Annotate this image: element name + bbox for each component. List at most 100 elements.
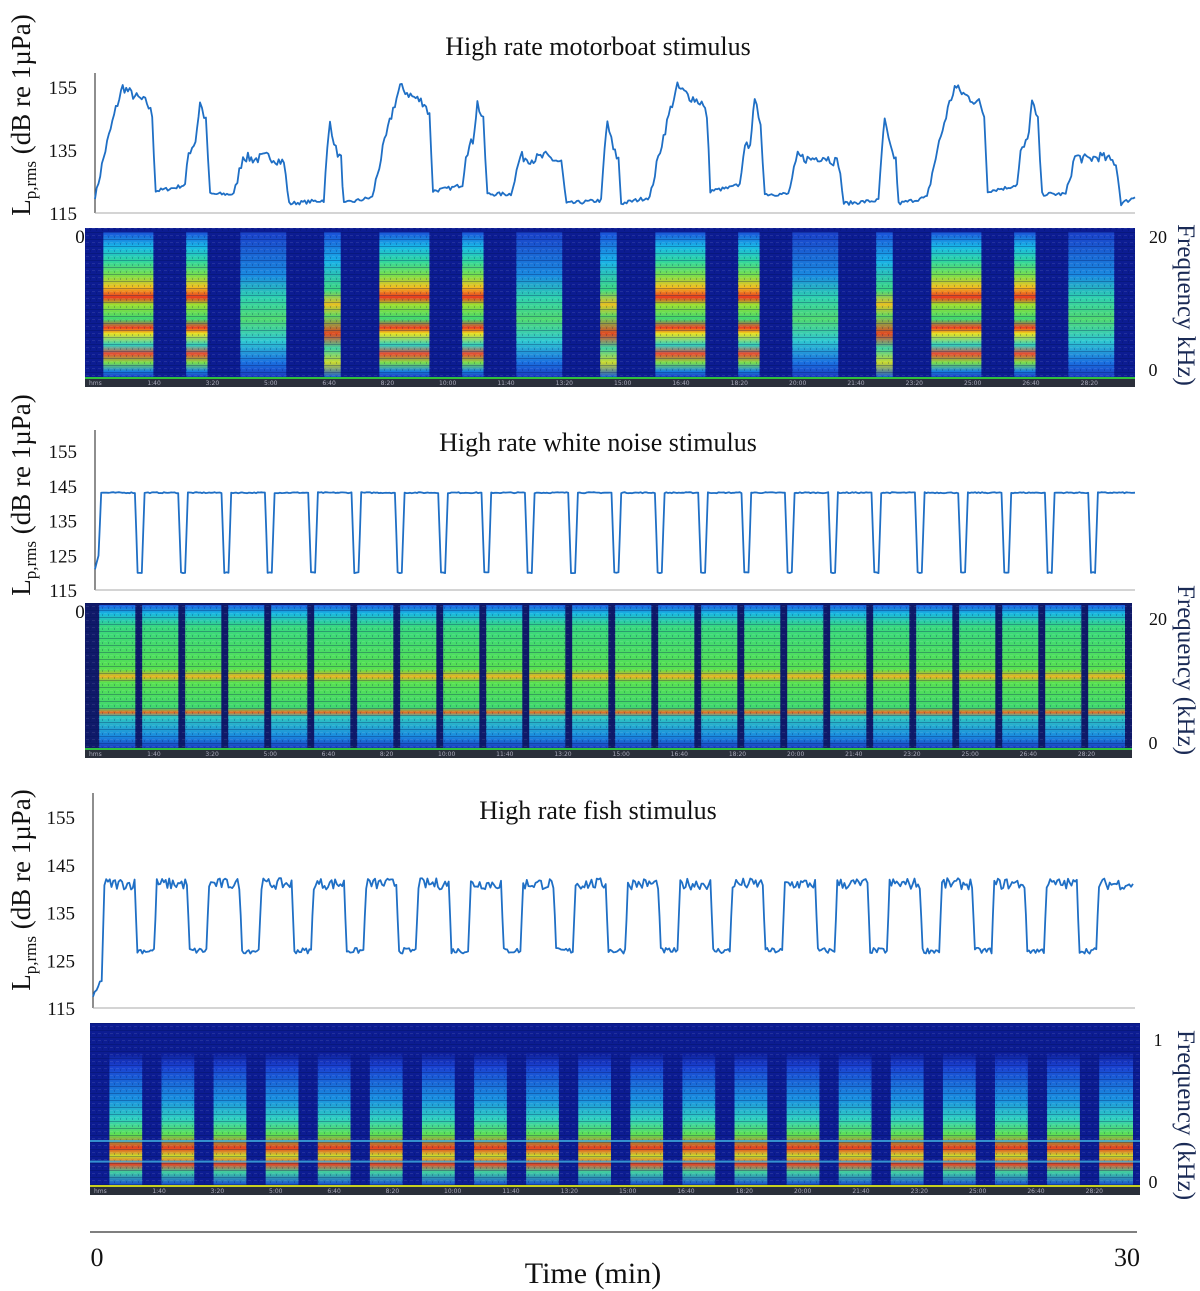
y-axis-label-part: L: [6, 579, 36, 596]
spectrogram-texture: [85, 603, 1132, 758]
spectrogram-baseline: [85, 377, 1135, 379]
spectrogram-time-label: 3:20: [205, 751, 219, 758]
spectrogram-time-strip: [85, 379, 1135, 387]
spectrogram-time-label: 6:40: [327, 1188, 341, 1195]
spectrogram-time-label: 13:20: [556, 380, 573, 387]
y-axis-label-part: L: [6, 974, 36, 991]
y-tick-label: 135: [47, 904, 76, 925]
spectrogram: hms 1:40 3:20 5:00 6:40 8:20 10:00 11:40 13:20 15…: [90, 1023, 1140, 1195]
spectrogram-time-label: 25:00: [964, 380, 981, 387]
spectrogram-time-label: 5:00: [269, 1188, 283, 1195]
panel-title: High rate motorboat stimulus: [445, 32, 750, 61]
y-tick-label: 155: [49, 442, 78, 463]
x-tick-start: 0: [75, 602, 85, 623]
panels: High rate motorboat stimulus 115 135 155 Lp,…: [6, 14, 1199, 1200]
panel-title: High rate fish stimulus: [479, 796, 717, 825]
freq-axis-label: Frequency kHz): [1172, 224, 1199, 386]
series-line: [94, 81, 1136, 207]
freq-axis-label: Frequency (kHz): [1172, 585, 1199, 755]
spectrogram-time-label: 23:20: [906, 380, 923, 387]
spectrogram-time-label: 16:40: [672, 380, 689, 387]
y-axis-label: Lp,rms (dB re 1µPa): [6, 789, 40, 991]
panel-2: High rate white noise stimulus 115 125 135 1…: [6, 394, 1199, 758]
spectrogram-time-label: hms: [89, 751, 102, 758]
spectrogram-time-label: 18:20: [736, 1188, 753, 1195]
spectrogram-tone-line: [90, 1139, 1140, 1142]
freq-tick-bottom: 0: [1149, 360, 1158, 380]
time-axis-end: 30: [1114, 1243, 1140, 1272]
spectrogram-time-label: 13:20: [561, 1188, 578, 1195]
spectrogram-time-label: 23:20: [903, 751, 920, 758]
spectrogram-time-strip: [85, 750, 1132, 758]
spectrogram-time-label: 16:40: [677, 1188, 694, 1195]
spectrogram-time-label: 20:00: [789, 380, 806, 387]
spectrogram-time-label: 8:20: [381, 380, 395, 387]
spectrogram-baseline: [85, 748, 1132, 750]
spectrogram-time-label: 8:20: [386, 1188, 400, 1195]
spectrogram-time-label: 15:00: [619, 1188, 636, 1195]
freq-tick-top: 20: [1149, 609, 1167, 629]
freq-tick-top: 20: [1149, 227, 1167, 247]
panel-title: High rate white noise stimulus: [439, 428, 757, 457]
spectrogram-time-label: hms: [94, 1188, 107, 1195]
y-tick-label: 155: [49, 78, 78, 99]
y-axis-label-part: (dB re 1µPa): [6, 14, 36, 161]
spectrogram-time-label: 28:20: [1086, 1188, 1103, 1195]
spectrogram-time-label: 15:00: [614, 380, 631, 387]
spectrogram-time-label: 26:40: [1020, 751, 1037, 758]
spectrogram-time-label: 23:20: [911, 1188, 928, 1195]
freq-axis-label: Frequency (kHz): [1172, 1030, 1199, 1200]
spectrogram-time-label: 6:40: [322, 751, 336, 758]
freq-tick-bottom: 0: [1149, 733, 1158, 753]
y-axis-label: Lp,rms (dB re 1µPa): [6, 394, 40, 596]
x-tick-start: 0: [75, 227, 85, 248]
panel-1: High rate motorboat stimulus 115 135 155 Lp,…: [6, 14, 1199, 387]
y-tick-label: 125: [49, 546, 78, 567]
y-axis-label-part: p,rms: [21, 936, 40, 974]
spectrogram-time-label: 20:00: [794, 1188, 811, 1195]
panel-3: High rate fish stimulus 115 125 135 145 155 Lp…: [6, 789, 1199, 1200]
y-tick-label: 145: [49, 477, 78, 498]
y-axis-label-part: p,rms: [21, 541, 40, 579]
spectrogram-time-label: 1:40: [147, 751, 161, 758]
y-axis-label-part: (dB re 1µPa): [6, 394, 36, 541]
spectrogram-time-label: 5:00: [264, 380, 278, 387]
spectrogram-time-label: 16:40: [671, 751, 688, 758]
spectrogram-time-label: 10:00: [444, 1188, 461, 1195]
spectrogram-time-label: 5:00: [264, 751, 278, 758]
freq-tick-bottom: 0: [1149, 1172, 1158, 1192]
spectrogram-time-label: 6:40: [322, 380, 336, 387]
spectrogram-time-label: 1:40: [152, 1188, 166, 1195]
spectrogram-time-label: 18:20: [731, 380, 748, 387]
spectrogram-time-label: 10:00: [438, 751, 455, 758]
spectrogram-time-label: 25:00: [962, 751, 979, 758]
series-line: [94, 491, 1136, 574]
spectrogram-time-label: 21:40: [847, 380, 864, 387]
spectrogram-time-label: 13:20: [554, 751, 571, 758]
spectrogram-time-strip: [90, 1187, 1140, 1195]
y-axis-label-part: (dB re 1µPa): [6, 789, 36, 936]
spectrogram-time-label: 11:40: [497, 380, 514, 387]
y-axis-label: Lp,rms (dB re 1µPa): [6, 14, 40, 216]
spectrogram-tone-line: [90, 1160, 1140, 1163]
y-tick-label: 115: [47, 999, 75, 1020]
spectrogram-time-label: 26:40: [1022, 380, 1039, 387]
spectrogram-time-label: hms: [89, 380, 102, 387]
spectrogram-time-label: 1:40: [147, 380, 161, 387]
y-tick-label: 135: [49, 512, 78, 533]
spectrogram-time-label: 11:40: [496, 751, 513, 758]
time-axis-start: 0: [91, 1243, 104, 1272]
y-tick-label: 135: [49, 141, 78, 162]
series-line: [92, 877, 1134, 997]
time-axis-label: Time (min): [525, 1257, 661, 1290]
spectrogram: hms 1:40 3:20 5:00 6:40 8:20 10:00 11:40 13:20 15…: [85, 603, 1132, 758]
spectrogram-time-label: 26:40: [1027, 1188, 1044, 1195]
y-tick-label: 115: [49, 581, 77, 602]
time-axis: 0 30 Time (min): [90, 1231, 1140, 1290]
spectrogram-texture: [90, 1023, 1140, 1195]
spectrogram-time-label: 28:20: [1078, 751, 1095, 758]
y-tick-label: 115: [49, 204, 77, 225]
spectrogram-time-label: 15:00: [613, 751, 630, 758]
y-tick-label: 145: [47, 856, 76, 877]
